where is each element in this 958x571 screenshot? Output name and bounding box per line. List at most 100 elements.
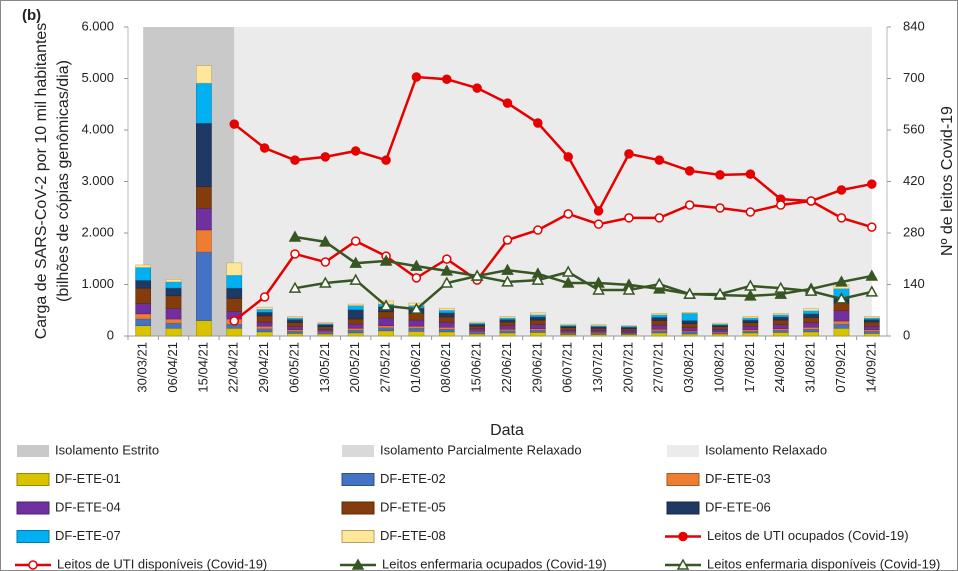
- background-layer: [143, 27, 872, 336]
- x-tick-label: 15/06/21: [469, 342, 484, 393]
- x-tick-label: 03/08/21: [681, 342, 696, 393]
- bar-segment: [378, 325, 394, 329]
- line-marker: [442, 74, 452, 84]
- bar-segment: [499, 325, 516, 330]
- bar-segment: [651, 314, 668, 318]
- bar-segment: [499, 332, 516, 337]
- x-tick-label: 22/06/21: [499, 342, 514, 393]
- line-marker: [502, 98, 513, 108]
- bar-segment: [833, 323, 850, 329]
- line-marker: [288, 230, 302, 242]
- bar-segment: [803, 317, 819, 323]
- line-marker: [592, 283, 605, 295]
- bar-segment: [803, 308, 819, 312]
- bar-segment: [712, 322, 728, 325]
- x-tick-label: 20/05/21: [347, 342, 362, 393]
- bar-segment: [347, 303, 364, 306]
- line-marker: [350, 146, 361, 156]
- y2-axis-title: Nº de leitos Covid-19: [939, 106, 956, 256]
- bar-segment: [256, 308, 273, 313]
- y-axis-title: (bilhões de cópias genômicas/dia): [55, 60, 72, 302]
- bar-segment: [530, 312, 546, 316]
- bar-segment: [651, 317, 668, 321]
- line-marker: [867, 222, 877, 232]
- line-marker: [259, 292, 270, 302]
- bar-segment: [499, 321, 516, 326]
- bar-segment: [165, 287, 182, 297]
- line: [233, 75, 873, 214]
- legend-label: DF-ETE-07: [55, 528, 121, 543]
- bar-segment: [438, 316, 455, 323]
- y-tick-label: 3.000: [81, 173, 114, 188]
- bar-segment: [803, 310, 819, 315]
- line-marker: [501, 275, 514, 287]
- bar-segment: [742, 316, 759, 319]
- bar-segment: [287, 316, 303, 319]
- x-tick-label: 30/03/21: [135, 342, 150, 393]
- bar-segment: [135, 313, 152, 320]
- bar-segment: [317, 324, 334, 327]
- bar-segment: [469, 321, 485, 324]
- y2-tick-label: 560: [903, 121, 925, 136]
- line-marker: [379, 254, 393, 266]
- line-marker: [593, 206, 604, 216]
- line-marker: [561, 265, 575, 277]
- bar-segment: [651, 330, 668, 334]
- bar-segment: [165, 318, 182, 324]
- line: [294, 270, 873, 311]
- bar-segment: [651, 324, 668, 330]
- legend-swatch: [342, 445, 374, 457]
- bar-segment: [772, 319, 789, 325]
- legend-swatch: [16, 501, 50, 515]
- line-marker: [290, 249, 300, 259]
- x-tick-label: 06/04/21: [165, 342, 180, 393]
- legend-swatch: [341, 530, 375, 543]
- bar-segment: [772, 316, 789, 321]
- bar-segment: [287, 331, 303, 334]
- bar-segment: [287, 333, 303, 337]
- line-marker: [683, 287, 696, 299]
- bar-segment: [772, 332, 789, 337]
- bar-segment: [772, 330, 789, 333]
- bar-segment: [530, 314, 546, 318]
- bar-segment: [803, 329, 819, 333]
- bar-segment: [742, 332, 759, 337]
- x-tick-label: 14/09/21: [863, 342, 878, 393]
- line-marker: [563, 209, 573, 219]
- y-tick-label: 2.000: [81, 224, 114, 239]
- y2-tick-label: 0: [903, 327, 910, 342]
- bar-segment: [378, 311, 394, 319]
- bar-segment: [317, 333, 334, 337]
- bar-segment: [621, 325, 637, 327]
- legend-swatch: [341, 501, 375, 515]
- bar-segment: [196, 123, 212, 187]
- line-marker: [774, 287, 788, 299]
- bar-segment: [165, 328, 182, 337]
- line-marker: [804, 284, 818, 296]
- bar-segment: [469, 323, 485, 327]
- line-marker: [472, 83, 482, 93]
- x-tick-label: 20/07/21: [620, 342, 635, 393]
- x-tick-label: 10/08/21: [711, 342, 726, 393]
- bar-segment: [469, 333, 485, 337]
- line-marker: [715, 170, 725, 180]
- bar-segment: [499, 316, 516, 319]
- bar-segment: [530, 316, 546, 321]
- line-marker: [835, 275, 848, 287]
- line-marker: [744, 289, 757, 301]
- x-tick-label: 01/06/21: [408, 342, 423, 393]
- bar-segment: [833, 302, 850, 312]
- bar-segment: [347, 309, 364, 320]
- line-marker: [624, 149, 634, 159]
- line-marker: [622, 283, 636, 295]
- bar-segment: [347, 328, 364, 331]
- line-marker: [654, 155, 665, 165]
- bar-segment: [833, 320, 850, 325]
- bar-segment: [347, 305, 364, 310]
- bar-segment: [803, 313, 819, 318]
- bar-segment: [530, 319, 546, 325]
- bar-segment: [165, 295, 182, 309]
- bar-segment: [165, 322, 182, 329]
- bar-segment: [438, 326, 455, 330]
